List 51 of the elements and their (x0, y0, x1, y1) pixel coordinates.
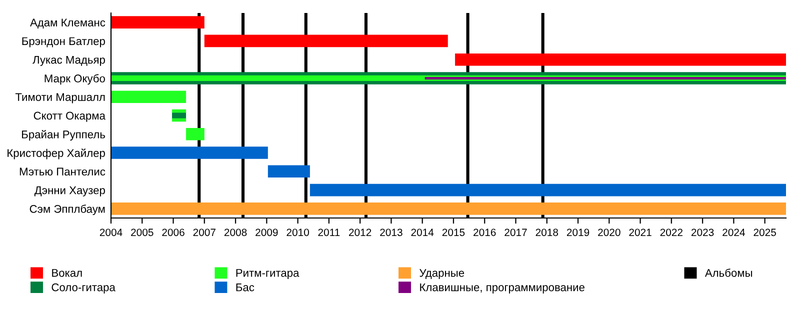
legend-label: Ритм-гитара (236, 269, 300, 280)
bar (455, 53, 786, 66)
x-tick-label: 2013 (380, 228, 402, 236)
x-tick-label: 2018 (536, 228, 558, 236)
x-tick-label: 2025 (754, 228, 776, 236)
legend-label: Бас (236, 284, 254, 292)
bar (111, 202, 786, 215)
y-tick-label: Брэндон Батлер (22, 37, 105, 48)
x-tick-label: 2015 (442, 228, 465, 236)
legend-label: Соло-гитара (52, 283, 116, 294)
bar (111, 146, 268, 159)
legend-label: Альбомы (704, 268, 752, 277)
y-tick-label: Адам Клеманс (30, 18, 106, 29)
x-tick-label: 2019 (566, 228, 590, 236)
y-tick-label: Дэнни Хаузер (34, 186, 105, 196)
legend-label: Вокал (52, 269, 82, 277)
x-tick-label: 2006 (162, 228, 184, 236)
y-tick-label: Марк Окубо (44, 74, 105, 85)
bar (424, 77, 786, 80)
y-tick-label: Тимоти Маршалл (15, 93, 105, 104)
y-tick-label: Лукас Мадьяр (32, 56, 105, 66)
legend-label: Ударные (420, 269, 464, 280)
legend-label: Клавишные, программирование (420, 284, 584, 294)
y-tick-label: Скотт Окарма (34, 112, 106, 122)
bar (204, 34, 448, 48)
x-tick-label: 2017 (504, 228, 527, 236)
bar (172, 112, 186, 118)
x-tick-label: 2004 (100, 228, 122, 236)
bar (268, 165, 310, 178)
y-tick-label: Кристофер Хайлер (8, 148, 105, 160)
y-tick-label: Мэтью Пантелис (20, 168, 106, 176)
x-tick-label: 2021 (629, 228, 652, 236)
x-tick-label: 2008 (224, 228, 247, 236)
y-tick-label: Сэм Эпплбаум (30, 204, 105, 216)
x-tick-label: 2009 (256, 228, 278, 236)
x-tick-label: 2005 (131, 228, 154, 236)
x-tick-label: 2020 (598, 228, 620, 236)
x-tick-label: 2024 (722, 228, 745, 236)
bar (111, 90, 186, 104)
x-tick-label: 2022 (660, 228, 682, 236)
x-tick-label: 2011 (318, 228, 340, 236)
x-tick-label: 2010 (286, 228, 309, 236)
y-tick-label: Брайан Руппель (22, 130, 105, 141)
x-tick-label: 2014 (411, 228, 434, 236)
bar (111, 16, 204, 28)
bar (186, 128, 204, 140)
x-tick-label: 2023 (692, 228, 714, 236)
x-tick-label: 2016 (474, 228, 496, 236)
x-tick-label: 2012 (349, 228, 372, 236)
bar (310, 184, 786, 196)
x-tick-label: 2007 (193, 228, 216, 236)
